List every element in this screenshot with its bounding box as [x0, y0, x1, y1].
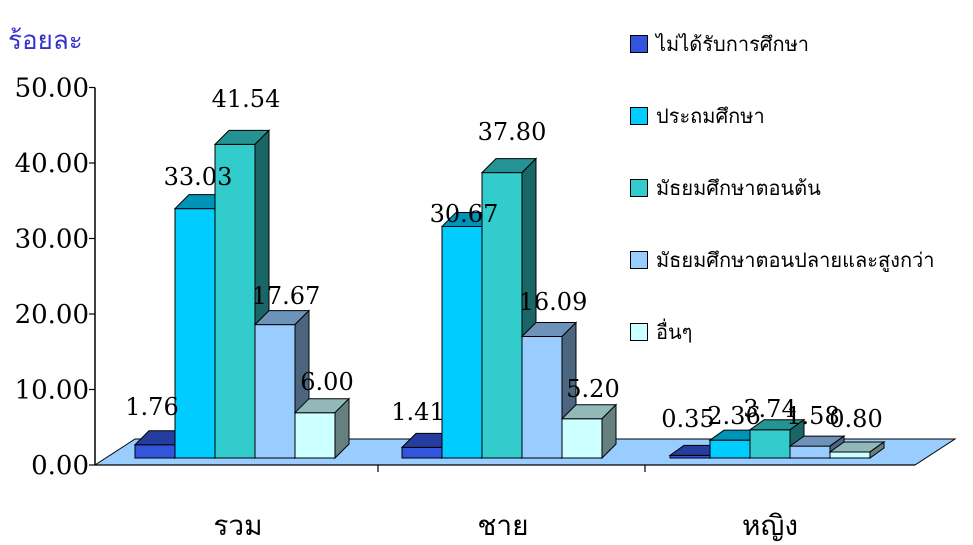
- legend-label: อื่นๆ: [656, 320, 693, 344]
- y-tick-label: 20.00: [15, 300, 89, 330]
- bar-side-face: [601, 403, 617, 460]
- legend-item-lower-secondary: มัธยมศึกษาตอนต้น: [630, 172, 821, 204]
- y-tick-label: 40.00: [15, 149, 89, 179]
- x-category-label: หญิง: [742, 509, 798, 542]
- legend-label: มัธยมศึกษาตอนต้น: [656, 176, 821, 200]
- y-tick-label: 10.00: [15, 376, 89, 406]
- data-label: 30.67: [430, 200, 499, 228]
- legend-item-no-education: ไม่ได้รับการศึกษา: [630, 28, 809, 60]
- data-label: 0.80: [829, 405, 882, 433]
- bar: [441, 225, 483, 459]
- data-label: 1.58: [786, 402, 839, 430]
- data-label: 41.54: [212, 85, 281, 113]
- data-label: 1.76: [125, 393, 178, 421]
- legend-swatch: [630, 107, 648, 125]
- bar: [829, 451, 871, 459]
- x-category-label: รวม: [213, 509, 262, 542]
- bar: [174, 208, 216, 459]
- data-label: 2.36: [707, 402, 760, 430]
- bar: [521, 336, 563, 459]
- y-tick-label: 30.00: [15, 225, 89, 255]
- y-tick-label: 0.00: [31, 451, 89, 481]
- bar: [709, 439, 751, 459]
- legend-swatch: [630, 35, 648, 53]
- data-label: 0.35: [661, 405, 714, 433]
- bar: [294, 412, 336, 459]
- data-label: 6.00: [300, 368, 353, 396]
- y-axis-title: ร้อยละ: [8, 26, 83, 56]
- bar-side-face: [869, 440, 885, 459]
- y-tick-label: 50.00: [15, 74, 89, 104]
- data-label: 5.20: [566, 375, 619, 403]
- legend-item-upper-secondary: มัธยมศึกษาตอนปลายและสูงกว่า: [630, 244, 935, 276]
- legend-label: ประถมศึกษา: [656, 104, 765, 128]
- legend-swatch: [630, 323, 648, 341]
- bar: [749, 429, 791, 459]
- data-label: 17.67: [252, 282, 321, 310]
- bar: [789, 445, 831, 459]
- legend-item-other: อื่นๆ: [630, 316, 692, 348]
- data-label: 1.41: [391, 398, 444, 426]
- legend-item-primary: ประถมศึกษา: [630, 100, 765, 132]
- bar: [254, 324, 296, 459]
- bar: [134, 444, 176, 459]
- bar: [481, 172, 523, 459]
- data-label: 3.74: [743, 395, 796, 423]
- data-label: 16.09: [519, 288, 588, 316]
- legend-label: ไม่ได้รับการศึกษา: [656, 32, 810, 56]
- bar: [401, 446, 443, 459]
- bar-side-face: [334, 397, 350, 460]
- bar: [214, 143, 256, 459]
- legend-swatch: [630, 179, 648, 197]
- x-category-label: ชาย: [477, 509, 528, 542]
- bar: [561, 418, 603, 459]
- legend-label: มัธยมศึกษาตอนปลายและสูงกว่า: [656, 248, 935, 272]
- data-label: 37.80: [478, 118, 547, 146]
- data-label: 33.03: [164, 163, 233, 191]
- legend-swatch: [630, 251, 648, 269]
